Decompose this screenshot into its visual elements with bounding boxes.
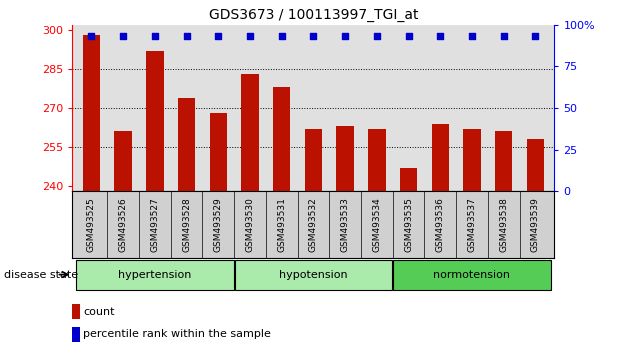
Point [86,34,96,39]
Point [181,34,192,39]
Bar [273,87,290,191]
FancyBboxPatch shape [235,260,392,290]
Point [498,34,508,39]
FancyBboxPatch shape [76,260,234,290]
Bar [463,129,481,191]
Bar [527,139,544,191]
Point [308,34,318,39]
Point [530,34,541,39]
Bar [72,304,80,319]
Text: GSM493529: GSM493529 [214,198,223,252]
Bar [495,131,512,191]
Bar [72,327,80,342]
Bar [241,74,259,191]
Point [467,34,477,39]
Text: GSM493526: GSM493526 [118,198,128,252]
Text: GSM493538: GSM493538 [499,197,508,252]
Bar [83,35,100,191]
Text: GSM493531: GSM493531 [277,197,286,252]
Point [245,34,255,39]
Text: GSM493537: GSM493537 [467,197,476,252]
Point [150,34,160,39]
Point [372,34,382,39]
Bar [146,51,164,191]
Text: GSM493528: GSM493528 [182,198,191,252]
Text: disease state: disease state [4,269,77,280]
Point [340,34,350,39]
Text: GSM493532: GSM493532 [309,198,318,252]
Bar [336,126,354,191]
Text: normotension: normotension [433,269,510,280]
Text: GSM493536: GSM493536 [436,197,445,252]
Bar [210,113,227,191]
Point [403,34,413,39]
Point [277,34,287,39]
Point [435,34,445,39]
Text: hypotension: hypotension [279,269,348,280]
Bar [368,129,386,191]
Text: count: count [83,307,115,316]
Bar [400,168,417,191]
FancyBboxPatch shape [393,260,551,290]
Text: GSM493535: GSM493535 [404,197,413,252]
Bar [178,98,195,191]
Bar [432,124,449,191]
Point [118,34,129,39]
Text: GSM493527: GSM493527 [151,198,159,252]
Text: hypertension: hypertension [118,269,192,280]
Bar [305,129,322,191]
Bar [115,131,132,191]
Text: GSM493533: GSM493533 [341,197,350,252]
Text: percentile rank within the sample: percentile rank within the sample [83,330,271,339]
Text: GSM493539: GSM493539 [531,197,540,252]
Text: GSM493530: GSM493530 [246,197,255,252]
Title: GDS3673 / 100113997_TGI_at: GDS3673 / 100113997_TGI_at [209,8,418,22]
Text: GSM493534: GSM493534 [372,198,381,252]
Text: GSM493525: GSM493525 [87,198,96,252]
Point [214,34,224,39]
